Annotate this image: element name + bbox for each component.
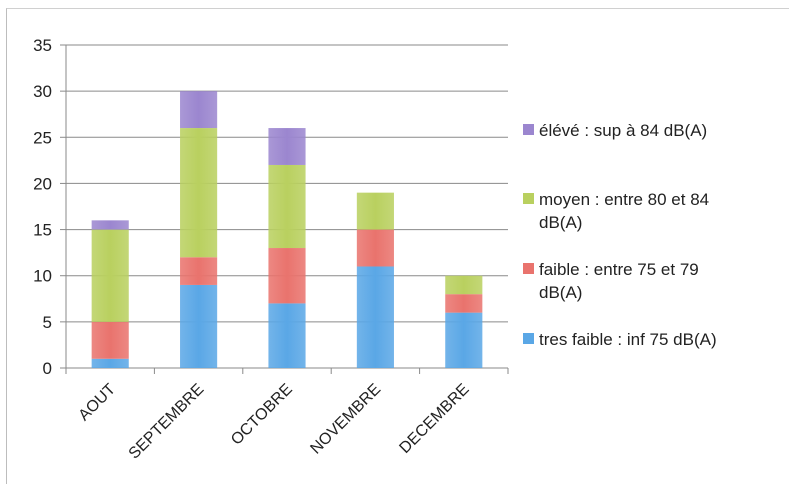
bar-novembre-series-1 (356, 229, 394, 267)
y-axis-tick-labels: 0 5 10 15 20 25 30 35 (33, 36, 52, 378)
bar-septembre-series-1 (180, 257, 218, 285)
y-tick-label-30: 30 (33, 82, 52, 101)
bar-aout-series-2 (91, 229, 129, 322)
legend-label-series-0: tres faible : inf 75 dB(A) (539, 330, 717, 349)
bar-octobre-series-3 (268, 128, 306, 165)
bar-aout-series-1 (91, 321, 129, 359)
y-tick-label-10: 10 (33, 267, 52, 286)
bar-septembre-series-2 (180, 128, 218, 258)
legend-label-series-1: faible : entre 75 et 79 (539, 260, 699, 279)
bar-septembre-series-0 (180, 284, 218, 368)
bars (91, 91, 483, 368)
bar-septembre-series-3 (180, 91, 218, 129)
legend-swatch-series-3 (523, 124, 534, 135)
y-tick-label-15: 15 (33, 221, 52, 240)
x-category-label-novembre: NOVEMBRE (307, 381, 384, 458)
legend-label-series-2: moyen : entre 80 et 84 (539, 190, 709, 209)
x-category-label-aout: AOUT (76, 381, 120, 425)
legend-label-series-2-line-1: dB(A) (539, 213, 582, 232)
legend: élévé : sup à 84 dB(A) moyen : entre 80 e… (523, 121, 717, 349)
bar-aout-series-0 (91, 358, 129, 368)
bar-octobre-series-1 (268, 248, 306, 304)
x-category-label-decembre: DECEMBRE (396, 381, 472, 457)
x-category-label-septembre: SEPTEMBRE (126, 381, 208, 463)
legend-swatch-series-2 (523, 193, 534, 204)
bar-decembre-series-1 (445, 294, 483, 313)
bar-decembre-series-0 (445, 312, 483, 368)
bar-octobre-series-2 (268, 164, 306, 249)
legend-label-series-1-line-1: dB(A) (539, 283, 582, 302)
bar-octobre-series-0 (268, 303, 306, 368)
legend-swatch-series-0 (523, 333, 534, 344)
bar-novembre-series-2 (356, 192, 394, 230)
bar-decembre-series-2 (445, 275, 483, 295)
legend-swatch-series-1 (523, 263, 534, 274)
chart-frame (6, 8, 789, 484)
x-category-label-octobre: OCTOBRE (228, 381, 296, 449)
y-tick-label-20: 20 (33, 174, 52, 193)
y-tick-label-25: 25 (33, 128, 52, 147)
bar-aout-series-3 (91, 220, 129, 230)
legend-label-series-3: élévé : sup à 84 dB(A) (539, 121, 707, 140)
y-tick-label-0: 0 (43, 359, 52, 378)
x-axis-category-labels: AOUT SEPTEMBRE OCTOBRE NOVEMBRE DECEMBRE (76, 381, 473, 463)
bar-novembre-series-0 (356, 266, 394, 368)
y-tick-label-35: 35 (33, 36, 52, 55)
y-tick-label-5: 5 (43, 313, 52, 332)
